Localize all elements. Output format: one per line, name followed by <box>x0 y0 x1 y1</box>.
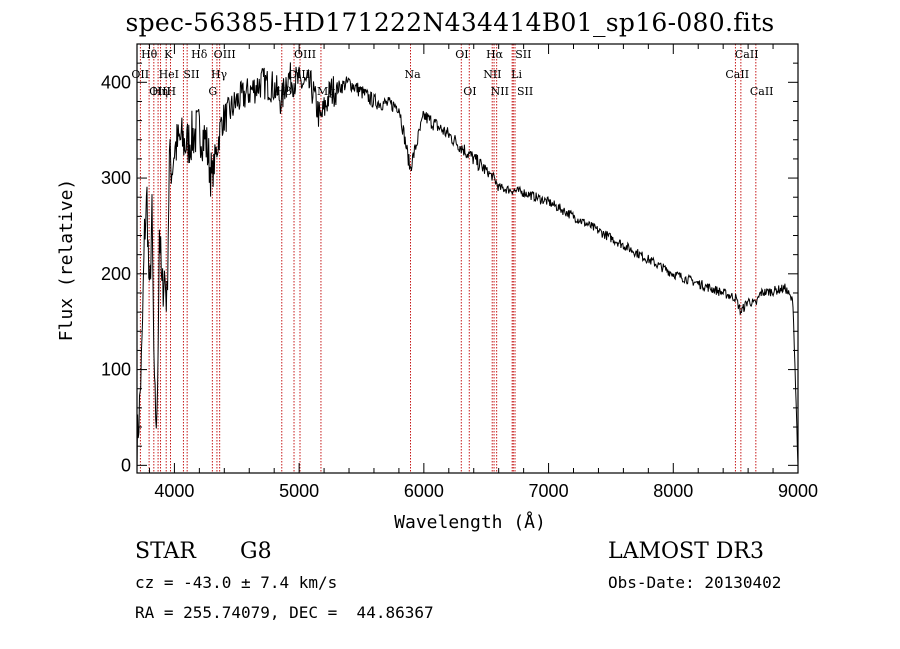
line-label-19: Hα <box>486 48 504 61</box>
x-axis-label: Wavelength (Å) <box>394 511 546 533</box>
line-label-0: Hθ <box>141 48 158 61</box>
x-tick-label-5: 9000 <box>778 481 818 501</box>
x-tick-label-0: 4000 <box>154 481 194 501</box>
line-label-11: G <box>208 85 217 98</box>
line-label-2: Hδ <box>191 48 208 61</box>
line-label-18: OI <box>463 85 476 98</box>
survey-name: LAMOST DR3 <box>608 539 764 564</box>
x-tick-label-2: 6000 <box>404 481 444 501</box>
plot-frame <box>136 43 799 474</box>
y-tick-label-0: 0 <box>121 455 131 475</box>
y-tick-label-2: 200 <box>101 264 131 284</box>
object-subclass: G8 <box>240 539 272 564</box>
line-label-1: K <box>164 48 173 61</box>
y-tick-label-4: 400 <box>101 72 131 92</box>
line-label-27: CaII <box>750 85 774 98</box>
line-label-21: NII <box>483 68 501 81</box>
line-label-10: Hγ <box>211 68 228 81</box>
line-label-5: SII <box>183 68 199 81</box>
line-label-17: OI <box>455 48 468 61</box>
x-tick-label-3: 7000 <box>529 481 569 501</box>
line-label-3: OII <box>131 68 149 81</box>
line-label-12: OIII <box>294 48 316 61</box>
redshift-text: cz = -43.0 ± 7.4 km/s <box>135 573 338 592</box>
line-label-7: Hη <box>152 85 168 98</box>
line-label-8: H <box>167 85 177 98</box>
y-tick-label-1: 100 <box>101 360 131 380</box>
y-tick-label-3: 300 <box>101 168 131 188</box>
line-label-16: Na <box>405 68 422 81</box>
series-layer <box>136 62 799 473</box>
line-label-22: Li <box>511 68 522 81</box>
x-tick-label-4: 8000 <box>653 481 693 501</box>
chart-title: spec-56385-HD171222N434414B01_sp16-080.f… <box>125 8 775 37</box>
line-label-23: NII <box>491 85 509 98</box>
axis-ticks: 4000 5000 6000 7000 8000 9000 0 100 200 300 400 <box>101 44 818 501</box>
line-label-6: OIII <box>149 85 171 98</box>
line-label-4: HeI <box>159 68 179 81</box>
coordinates: RA = 255.74079, DEC = 44.86367 <box>135 603 434 622</box>
y-axis-label: Flux (relative) <box>56 179 77 342</box>
spectrum-line <box>136 62 799 473</box>
line-label-20: SII <box>515 48 531 61</box>
line-label-25: CaII <box>735 48 759 61</box>
line-label-9: OIII <box>214 48 236 61</box>
obs-date: Obs-Date: 20130402 <box>608 573 782 592</box>
line-label-24: SII <box>517 85 533 98</box>
object-class: STAR <box>135 539 196 564</box>
x-tick-label-1: 5000 <box>279 481 319 501</box>
line-label-26: CaII <box>725 68 749 81</box>
